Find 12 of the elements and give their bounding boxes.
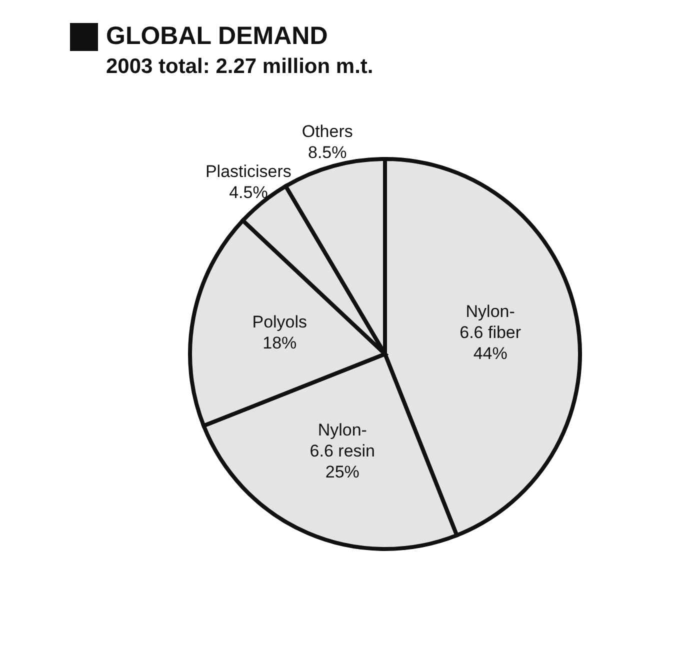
slice-label: Polyols bbox=[252, 312, 308, 332]
data-label: 8.5% bbox=[308, 143, 347, 162]
chart-subtitle: 2003 total: 2.27 million m.t. bbox=[106, 55, 374, 79]
slice-label: Nylon-6.6 fiber bbox=[460, 302, 522, 342]
chart-title: GLOBAL DEMAND bbox=[106, 22, 328, 51]
data-label: 44% bbox=[473, 344, 508, 364]
slice-label: Nylon-6.6 resin bbox=[310, 420, 376, 461]
slice-label: Plasticisers bbox=[205, 162, 292, 182]
data-label: 4.5% bbox=[229, 184, 268, 203]
data-label: 25% bbox=[325, 462, 360, 482]
slice-label: Others bbox=[302, 122, 353, 142]
data-label: 18% bbox=[262, 334, 297, 353]
